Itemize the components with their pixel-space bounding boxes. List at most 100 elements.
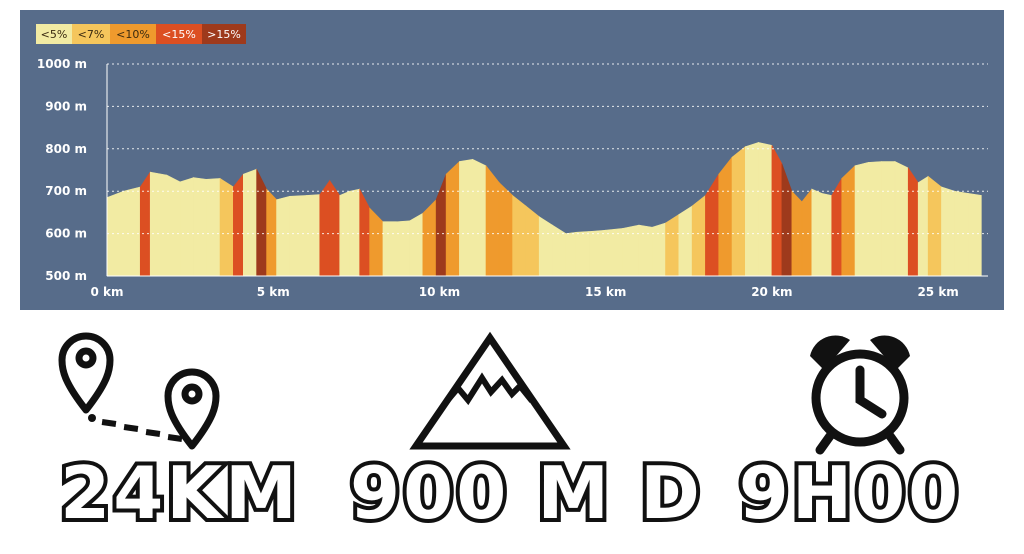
elevation-segment xyxy=(233,173,244,277)
elevation-segment xyxy=(319,179,331,277)
x-tick-label: 0 km xyxy=(90,285,123,299)
y-tick-label: 900 m xyxy=(45,99,87,113)
legend-swatch xyxy=(72,24,110,44)
legend-label: <10% xyxy=(116,28,150,41)
elevation-segment xyxy=(149,171,168,277)
elevation-segment xyxy=(538,216,553,277)
elevation-segment xyxy=(605,228,623,277)
elevation-segment xyxy=(306,194,321,277)
elevation-segment xyxy=(588,229,606,277)
elevation-segment xyxy=(745,142,759,277)
legend-label: >15% xyxy=(207,28,241,41)
distance-value: 24KM xyxy=(56,447,301,539)
elevation-segment xyxy=(705,173,720,277)
elevation-stat: 900 M D xyxy=(346,320,704,554)
elevation-segment xyxy=(821,192,833,277)
elevation-segment xyxy=(256,169,267,277)
elevation-segment xyxy=(651,222,666,277)
elevation-segment xyxy=(123,186,141,277)
elevation-segment xyxy=(382,221,397,277)
duration-stat: 9H00 xyxy=(690,320,1010,554)
elevation-segment xyxy=(409,212,424,277)
elevation-segment xyxy=(731,146,746,277)
elevation-segment xyxy=(369,207,384,277)
legend-swatch xyxy=(36,24,72,44)
elevation-segment xyxy=(758,142,773,277)
elevation-segment xyxy=(811,188,823,277)
slope-legend: <5% <7% <10% <15% >15% xyxy=(36,24,246,44)
elevation-segment xyxy=(801,188,813,277)
elevation-segment xyxy=(575,231,590,277)
elevation-segment xyxy=(139,171,151,277)
y-tick-label: 800 m xyxy=(45,142,87,156)
gradient-bands xyxy=(106,142,982,277)
y-tick-label: 600 m xyxy=(45,227,87,241)
legend-label: <15% xyxy=(162,28,196,41)
elevation-segment xyxy=(485,164,500,277)
elevation-segment xyxy=(831,177,843,277)
legend-swatch xyxy=(202,24,246,44)
mountain-icon xyxy=(409,331,571,450)
elevation-segment xyxy=(552,224,567,277)
elevation-segment xyxy=(927,175,942,277)
elevation-segment xyxy=(395,220,410,277)
elevation-segment xyxy=(638,224,653,277)
legend-swatch xyxy=(110,24,156,44)
elevation-segment xyxy=(718,156,733,277)
route-pins-icon xyxy=(58,332,220,450)
alarm-clock-icon xyxy=(810,335,910,455)
elevation-segment xyxy=(854,161,869,277)
elevation-segment xyxy=(206,178,221,277)
x-tick-label: 10 km xyxy=(419,285,460,299)
elevation-segment xyxy=(665,213,680,277)
elevation-segment xyxy=(881,161,896,277)
elevation-segment xyxy=(289,195,307,277)
x-tick-label: 5 km xyxy=(257,285,290,299)
elevation-segment xyxy=(678,205,693,277)
elevation-chart-svg: 1000 m 900 m 800 m 700 m 600 m 500 m0 km 5 km 1… xyxy=(36,24,988,299)
legend-label: <5% xyxy=(41,28,68,41)
x-tick-label: 20 km xyxy=(751,285,792,299)
elevation-segment xyxy=(329,179,341,277)
elevation-segment xyxy=(565,231,577,277)
elevation-segment xyxy=(894,161,909,277)
elevation-segment xyxy=(622,224,640,277)
elevation-segment xyxy=(967,192,982,277)
legend-swatch xyxy=(156,24,202,44)
elevation-segment xyxy=(435,174,447,277)
y-tick-label: 500 m xyxy=(45,269,87,283)
elevation-segment xyxy=(266,188,277,277)
grid-lines xyxy=(107,63,988,235)
elevation-segment xyxy=(179,177,194,277)
elevation-segment xyxy=(841,165,856,277)
elevation-segment xyxy=(276,195,291,277)
elevation-segment xyxy=(459,159,473,277)
elevation-segment xyxy=(941,186,956,277)
distance-stat: 24KM xyxy=(20,320,340,554)
elevation-segment xyxy=(106,190,124,277)
elevation-segment xyxy=(771,145,783,277)
elevation-value: 900 M D xyxy=(346,447,704,539)
elevation-segment xyxy=(243,168,257,277)
x-tick-label: 25 km xyxy=(917,285,958,299)
elevation-segment xyxy=(193,177,208,277)
elevation-segment xyxy=(349,188,360,277)
axes: 1000 m 900 m 800 m 700 m 600 m 500 m0 km 5 km 1… xyxy=(37,57,988,299)
elevation-segment xyxy=(781,163,793,277)
elevation-segment xyxy=(691,194,706,277)
elevation-segment xyxy=(445,160,460,277)
legend-label: <7% xyxy=(78,28,105,41)
y-tick-label: 1000 m xyxy=(37,57,87,71)
elevation-segment xyxy=(166,174,181,277)
y-tick-label: 700 m xyxy=(45,184,87,198)
elevation-segment xyxy=(512,194,527,277)
elevation-segment xyxy=(472,158,487,277)
elevation-segment xyxy=(868,161,882,277)
elevation-segment xyxy=(525,205,540,277)
x-tick-label: 15 km xyxy=(585,285,626,299)
elevation-segment xyxy=(219,177,234,277)
elevation-segment xyxy=(907,166,919,277)
elevation-segment xyxy=(359,188,370,277)
elevation-segment xyxy=(422,198,437,277)
